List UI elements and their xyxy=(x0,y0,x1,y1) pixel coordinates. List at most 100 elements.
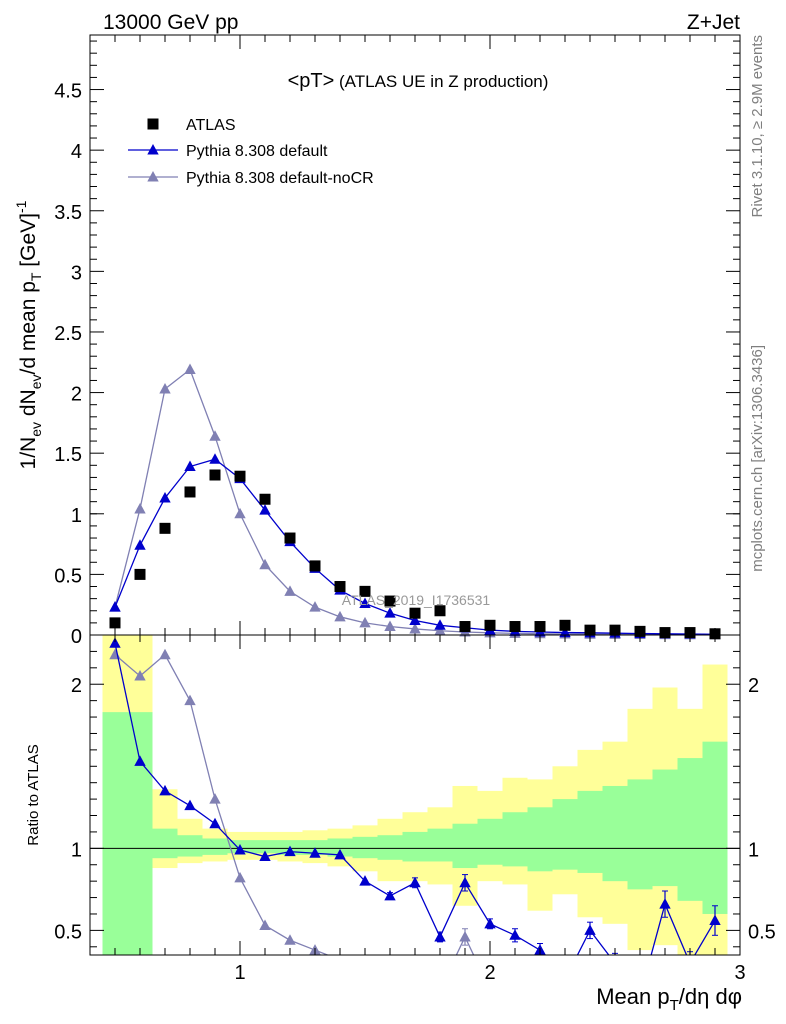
ratio-point-default xyxy=(709,914,721,926)
ratio-point-nocr xyxy=(459,930,471,942)
ratio-point-default xyxy=(409,876,421,888)
main-point-atlas xyxy=(559,619,571,631)
ratio-green-band xyxy=(527,807,553,872)
main-point-atlas xyxy=(534,621,546,633)
ratio-green-band xyxy=(552,799,578,870)
legend: ATLAS Pythia 8.308 default Pythia 8.308 de… xyxy=(128,117,374,187)
ratio-point-nocr xyxy=(134,670,146,681)
main-point-atlas xyxy=(684,627,696,639)
main-point-atlas xyxy=(184,486,196,498)
main-point-nocr xyxy=(134,502,146,514)
ylabel-part-a: 1/N xyxy=(17,437,40,470)
main-point-atlas xyxy=(709,628,721,640)
ratio-y-axis-label: Ratio to ATLAS xyxy=(25,744,42,845)
ratio-y-tick-label: 1 xyxy=(71,839,82,861)
ratio-point-default xyxy=(309,847,321,858)
ratio-green-band xyxy=(152,828,178,859)
main-y-tick-label: 1.5 xyxy=(54,444,82,466)
main-point-atlas xyxy=(159,522,171,534)
main-y-tick-label: 3.5 xyxy=(54,202,82,224)
rivet-version-label: Rivet 3.1.10, ≥ 2.9M events xyxy=(749,35,766,218)
main-point-default xyxy=(384,607,396,618)
main-y-tick-label: 2 xyxy=(71,384,82,406)
legend-label: ATLAS xyxy=(186,117,236,134)
main-point-atlas xyxy=(359,585,371,597)
main-point-default xyxy=(409,614,421,625)
ratio-point-nocr xyxy=(159,648,171,660)
main-point-atlas xyxy=(659,627,671,639)
main-point-default xyxy=(359,597,371,608)
legend-marker-triangle xyxy=(147,171,159,182)
ratio-green-band xyxy=(252,840,278,854)
ratio-green-band xyxy=(652,769,678,887)
ylabel-sub-b: ev xyxy=(28,374,44,389)
ratio-point-default xyxy=(559,974,570,985)
ratio-point-default xyxy=(584,924,596,935)
ratio-green-band xyxy=(627,779,653,890)
main-point-nocr xyxy=(409,622,421,634)
main-point-atlas xyxy=(409,607,421,619)
x-axis-label: Mean pT/dη dφ xyxy=(596,984,742,1014)
main-point-atlas xyxy=(309,560,321,572)
main-point-atlas xyxy=(609,624,621,636)
main-point-nocr xyxy=(209,430,221,441)
main-y-tick-label: 0.5 xyxy=(54,565,82,587)
ratio-green-band xyxy=(202,838,228,855)
ylabel-part-c: /d mean p xyxy=(17,281,40,374)
main-point-default xyxy=(159,492,171,503)
ylabel-sup-d: -1 xyxy=(13,200,29,213)
main-point-atlas xyxy=(584,624,596,636)
main-point-default xyxy=(184,460,196,472)
main-point-nocr xyxy=(334,610,346,622)
main-point-nocr xyxy=(184,363,196,375)
ratio-green-band xyxy=(427,828,453,862)
ratio-panel: 0.5 0.5 1 1 2 2 1 2 3 xyxy=(54,635,776,985)
ratio-point-default xyxy=(284,845,296,857)
main-title-main: <pT> xyxy=(288,70,335,92)
legend-label: Pythia 8.308 default xyxy=(186,143,328,160)
ratio-y-tick-label-right: 2 xyxy=(748,675,759,697)
main-y-tick-label: 0 xyxy=(71,626,82,648)
ratio-green-band xyxy=(377,835,403,860)
ratio-frame xyxy=(89,634,741,956)
main-y-tick-label: 4 xyxy=(71,141,82,163)
ratio-green-band xyxy=(502,812,528,867)
main-point-nocr xyxy=(234,507,246,519)
ylabel-part-d: [GeV] xyxy=(17,213,40,273)
ratio-point-default xyxy=(459,876,471,888)
ratio-point-default xyxy=(609,957,620,968)
main-point-atlas xyxy=(484,619,496,631)
ratio-y-tick-label-right: 0.5 xyxy=(748,921,776,943)
ratio-point-default xyxy=(184,799,196,811)
main-point-nocr xyxy=(309,601,321,612)
xlabel-part-b: /dη dφ xyxy=(679,984,742,1009)
main-point-atlas xyxy=(434,605,446,617)
main-point-nocr xyxy=(434,624,446,636)
main-point-nocr xyxy=(159,382,171,394)
main-title: <pT> (ATLAS UE in Z production) xyxy=(288,70,549,92)
main-y-tick-label: 4.5 xyxy=(54,81,82,103)
ratio-point-default xyxy=(509,929,521,940)
ratio-point-default xyxy=(159,784,171,796)
main-point-atlas xyxy=(109,617,121,629)
ratio-point-default xyxy=(384,889,396,901)
ratio-point-nocr xyxy=(184,694,196,706)
legend-marker-triangle xyxy=(147,144,159,155)
mcplots-label: mcplots.cern.ch [arXiv:1306.3436] xyxy=(749,345,766,572)
ratio-green-band xyxy=(352,836,378,859)
ratio-green-band xyxy=(327,838,353,857)
header-right-label: Z+Jet xyxy=(687,11,740,34)
ratio-green-band xyxy=(452,823,478,869)
ratio-y-tick-label-right: 1 xyxy=(748,839,759,861)
x-tick-label: 2 xyxy=(484,962,495,984)
main-point-nocr xyxy=(384,620,396,632)
ylabel-sub-c: T xyxy=(28,272,44,281)
ratio-green-band xyxy=(127,712,153,955)
main-point-atlas xyxy=(384,595,396,607)
ratio-point-nocr xyxy=(284,934,296,945)
main-point-atlas xyxy=(509,621,521,633)
main-point-atlas xyxy=(634,625,646,637)
main-title-sub: (ATLAS UE in Z production) xyxy=(334,72,548,91)
main-point-nocr xyxy=(284,585,296,596)
x-tick-label: 1 xyxy=(234,962,245,984)
